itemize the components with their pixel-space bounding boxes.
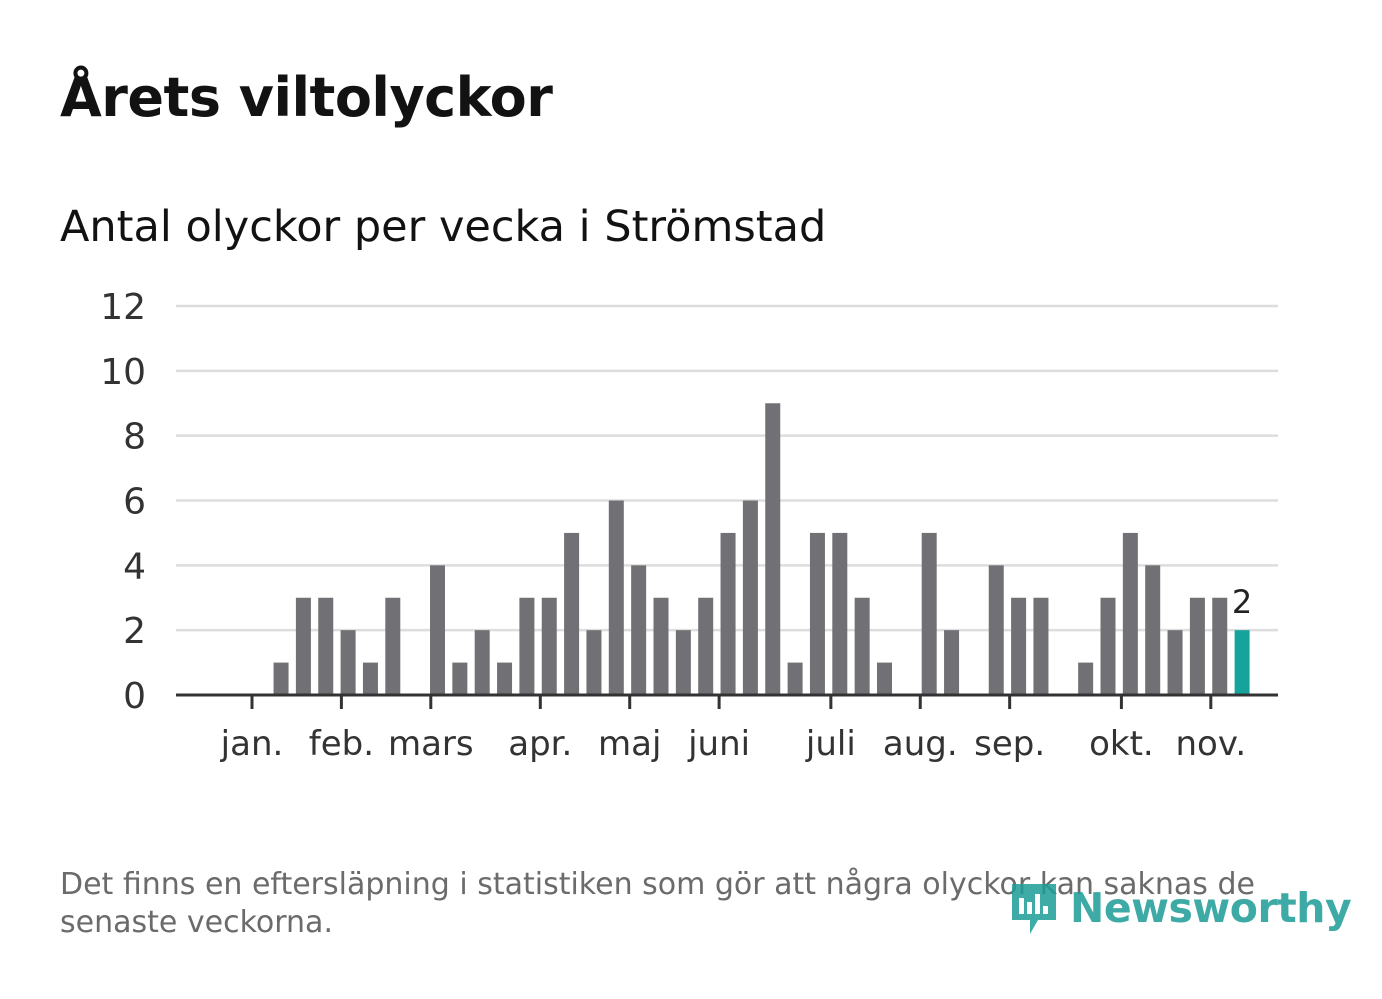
bar (698, 597, 714, 695)
bar (988, 565, 1004, 695)
bar (1033, 597, 1049, 695)
y-tick-label: 2 (123, 611, 146, 652)
bar (1189, 597, 1205, 695)
chart-subtitle: Antal olyckor per vecka i Strömstad (60, 202, 827, 252)
newsworthy-logo: Newsworthy (1008, 878, 1352, 938)
x-tick-label: aug. (883, 724, 958, 764)
bar (631, 565, 647, 695)
x-tick-label: maj (598, 724, 661, 764)
newsworthy-logo-icon (1012, 884, 1056, 934)
y-tick-label: 8 (123, 417, 146, 458)
bar (564, 532, 580, 695)
x-tick-label: jan. (220, 724, 284, 764)
newsworthy-logo-text: Newsworthy (1070, 884, 1352, 932)
bar (318, 597, 334, 695)
bar (832, 532, 848, 695)
bar (1145, 565, 1161, 695)
y-axis-labels: 0 2 4 6 8 10 12 (100, 287, 146, 717)
x-tick-label: sep. (974, 724, 1045, 764)
bar (765, 403, 781, 695)
bar (474, 630, 490, 695)
x-tick-label: juli (805, 724, 856, 764)
bar (608, 500, 624, 695)
bar (742, 500, 758, 695)
y-tick-label: 6 (123, 482, 146, 523)
y-tick-label: 0 (123, 676, 146, 717)
bar (1078, 662, 1094, 695)
bar (586, 630, 602, 695)
bar (1011, 597, 1027, 695)
bar (809, 532, 825, 695)
bar (273, 662, 289, 695)
bar (430, 565, 445, 695)
x-tick-label: okt. (1089, 724, 1154, 764)
chart-title: Årets viltolyckor (60, 66, 553, 129)
bar (675, 630, 691, 695)
bar (295, 597, 311, 695)
bar (720, 532, 736, 695)
bar (340, 630, 356, 695)
bar (877, 662, 892, 695)
bars: 2 (273, 403, 1252, 695)
y-tick-label: 12 (100, 287, 146, 328)
bar (787, 662, 803, 695)
bar (921, 532, 937, 695)
bar (519, 597, 535, 695)
y-tick-label: 4 (123, 546, 146, 587)
x-tick-label: feb. (309, 724, 374, 764)
bar (944, 630, 960, 695)
x-axis: jan. feb. mars apr. maj juni juli aug. sep. okt. n… (176, 693, 1278, 764)
bar (854, 597, 870, 695)
x-tick-label: juni (687, 724, 750, 764)
bar (1212, 597, 1228, 695)
bar (497, 662, 513, 695)
x-tick-label: apr. (508, 724, 572, 764)
bar-value-label: 2 (1232, 583, 1252, 621)
bar-chart: 0 2 4 6 8 10 12 2 jan. feb. mars apr. maj juni juli a… (100, 287, 1278, 764)
bar (362, 662, 378, 695)
bar (452, 662, 468, 695)
x-tick-label: mars (388, 724, 474, 764)
y-tick-label: 10 (100, 352, 146, 393)
x-tick-label: nov. (1175, 724, 1246, 764)
bar (1167, 630, 1183, 695)
bar (385, 597, 401, 695)
bar (653, 597, 669, 695)
bar-highlighted (1234, 630, 1250, 695)
bar (541, 597, 557, 695)
bar (1100, 597, 1116, 695)
bar (1122, 532, 1138, 695)
